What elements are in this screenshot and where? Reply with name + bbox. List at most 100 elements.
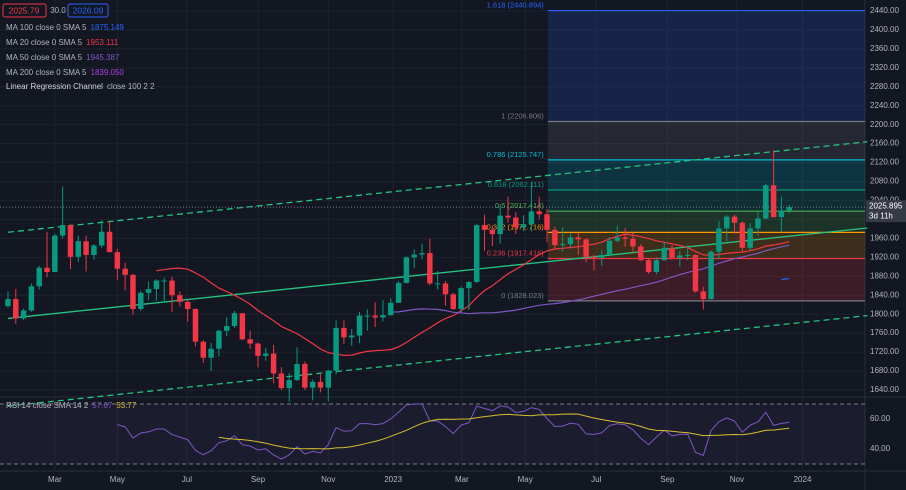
candle-body [411, 254, 417, 258]
candle-body [325, 370, 332, 388]
candle-body [255, 343, 261, 356]
candle-body [669, 247, 675, 258]
candle-body [489, 229, 496, 235]
candle-body [302, 363, 308, 388]
candle-body [333, 327, 339, 371]
fib-label: 0.5 (2017.414) [495, 201, 544, 210]
y-tick-label: 1680.00 [870, 366, 899, 375]
candle-body [598, 254, 605, 258]
ma-line [781, 278, 790, 281]
candle-body [716, 228, 722, 252]
x-tick-label: Nov [321, 475, 335, 484]
y-tick-label: 2240.00 [870, 101, 899, 110]
candle-body [544, 214, 550, 230]
candle-body [153, 280, 160, 290]
y-tick-label: 2440.00 [870, 6, 899, 15]
y-tick-label: 1880.00 [870, 271, 899, 280]
fib-label: 0 (1828.023) [501, 291, 544, 300]
candle-body [645, 260, 652, 273]
price-tag-countdown: 3d 11h [869, 211, 893, 220]
candle-body [466, 281, 472, 289]
candle-body [145, 289, 152, 293]
candle-body [395, 282, 402, 303]
candle-body [317, 381, 324, 388]
candle-body [591, 256, 597, 258]
candle-body [692, 254, 699, 292]
rsi-signal-value: 53.77 [116, 401, 137, 410]
legend-value: 1953.111 [86, 38, 119, 47]
sell-box[interactable] [2, 3, 47, 18]
x-tick-label: 2023 [384, 475, 402, 484]
legend-settings: close 100 2 2 [107, 82, 155, 91]
candle-body [278, 373, 285, 389]
y-tick-label: 1920.00 [870, 252, 899, 261]
candle-body [270, 353, 277, 374]
candle-body [630, 238, 636, 247]
fib-label: 0.236 (1917.416) [487, 249, 545, 258]
y-tick-label: 2360.00 [870, 44, 899, 53]
candle-body [356, 315, 363, 336]
candle-body [567, 237, 574, 245]
buy-price[interactable]: 2026.09 [73, 5, 104, 15]
candle-body [200, 341, 207, 358]
candle-body [481, 225, 488, 230]
legend-name: MA 200 close 0 SMA 5 [6, 68, 87, 77]
x-tick-label: Sep [660, 475, 675, 484]
rsi-tick-label: 40.00 [870, 444, 891, 453]
candle-body [294, 363, 300, 381]
candle-body [520, 224, 527, 228]
legend-name: Linear Regression Channel [6, 82, 103, 91]
candle-body [536, 211, 542, 215]
candle-body [177, 295, 183, 302]
legend-value: 1875.149 [91, 23, 125, 32]
fib-band [547, 211, 865, 233]
candle-body [403, 257, 410, 283]
candle-body [723, 216, 730, 229]
candle-body [341, 327, 347, 338]
fib-band [547, 121, 865, 160]
y-tick-label: 2200.00 [870, 120, 899, 129]
regression-upper [7, 141, 868, 233]
y-tick-label: 1840.00 [870, 290, 899, 299]
candle-body [770, 185, 777, 218]
candle-body [231, 313, 238, 327]
ma-line [390, 244, 790, 315]
candle-body [263, 353, 269, 356]
y-tick-label: 1640.00 [870, 385, 899, 394]
candle-body [130, 274, 136, 309]
candle-body [434, 283, 441, 285]
candle-body [91, 245, 97, 255]
candle-body [575, 237, 582, 240]
candle-body [52, 235, 58, 273]
fib-label: 1 (2206.806) [501, 111, 544, 120]
candle-body [286, 380, 292, 389]
candle-body [528, 211, 535, 225]
y-tick-label: 2320.00 [870, 63, 899, 72]
candle-body [786, 207, 792, 211]
y-tick-label: 2400.00 [870, 25, 899, 34]
candle-body [388, 302, 394, 316]
candle-body [442, 283, 449, 295]
candle-body [684, 254, 691, 256]
buy-box[interactable] [67, 3, 109, 18]
sell-price[interactable]: 2025.79 [9, 5, 40, 15]
candle-body [638, 246, 644, 261]
y-tick-label: 2160.00 [870, 139, 899, 148]
y-tick-label: 1720.00 [870, 347, 899, 356]
candle-body [661, 247, 667, 261]
candle-body [13, 299, 19, 319]
fib-band [547, 258, 865, 301]
candle-body [114, 252, 121, 269]
candle-body [458, 288, 464, 309]
candle-body [169, 280, 175, 296]
candle-body [5, 299, 11, 307]
candle-body [505, 215, 511, 218]
candle-body [192, 308, 199, 342]
y-tick-label: 2080.00 [870, 177, 899, 186]
fib-label: 1.618 (2440.894) [487, 1, 545, 10]
candle-body [427, 253, 433, 284]
fib-label: 0.786 (2125.747) [487, 150, 545, 159]
candle-body [44, 267, 50, 273]
